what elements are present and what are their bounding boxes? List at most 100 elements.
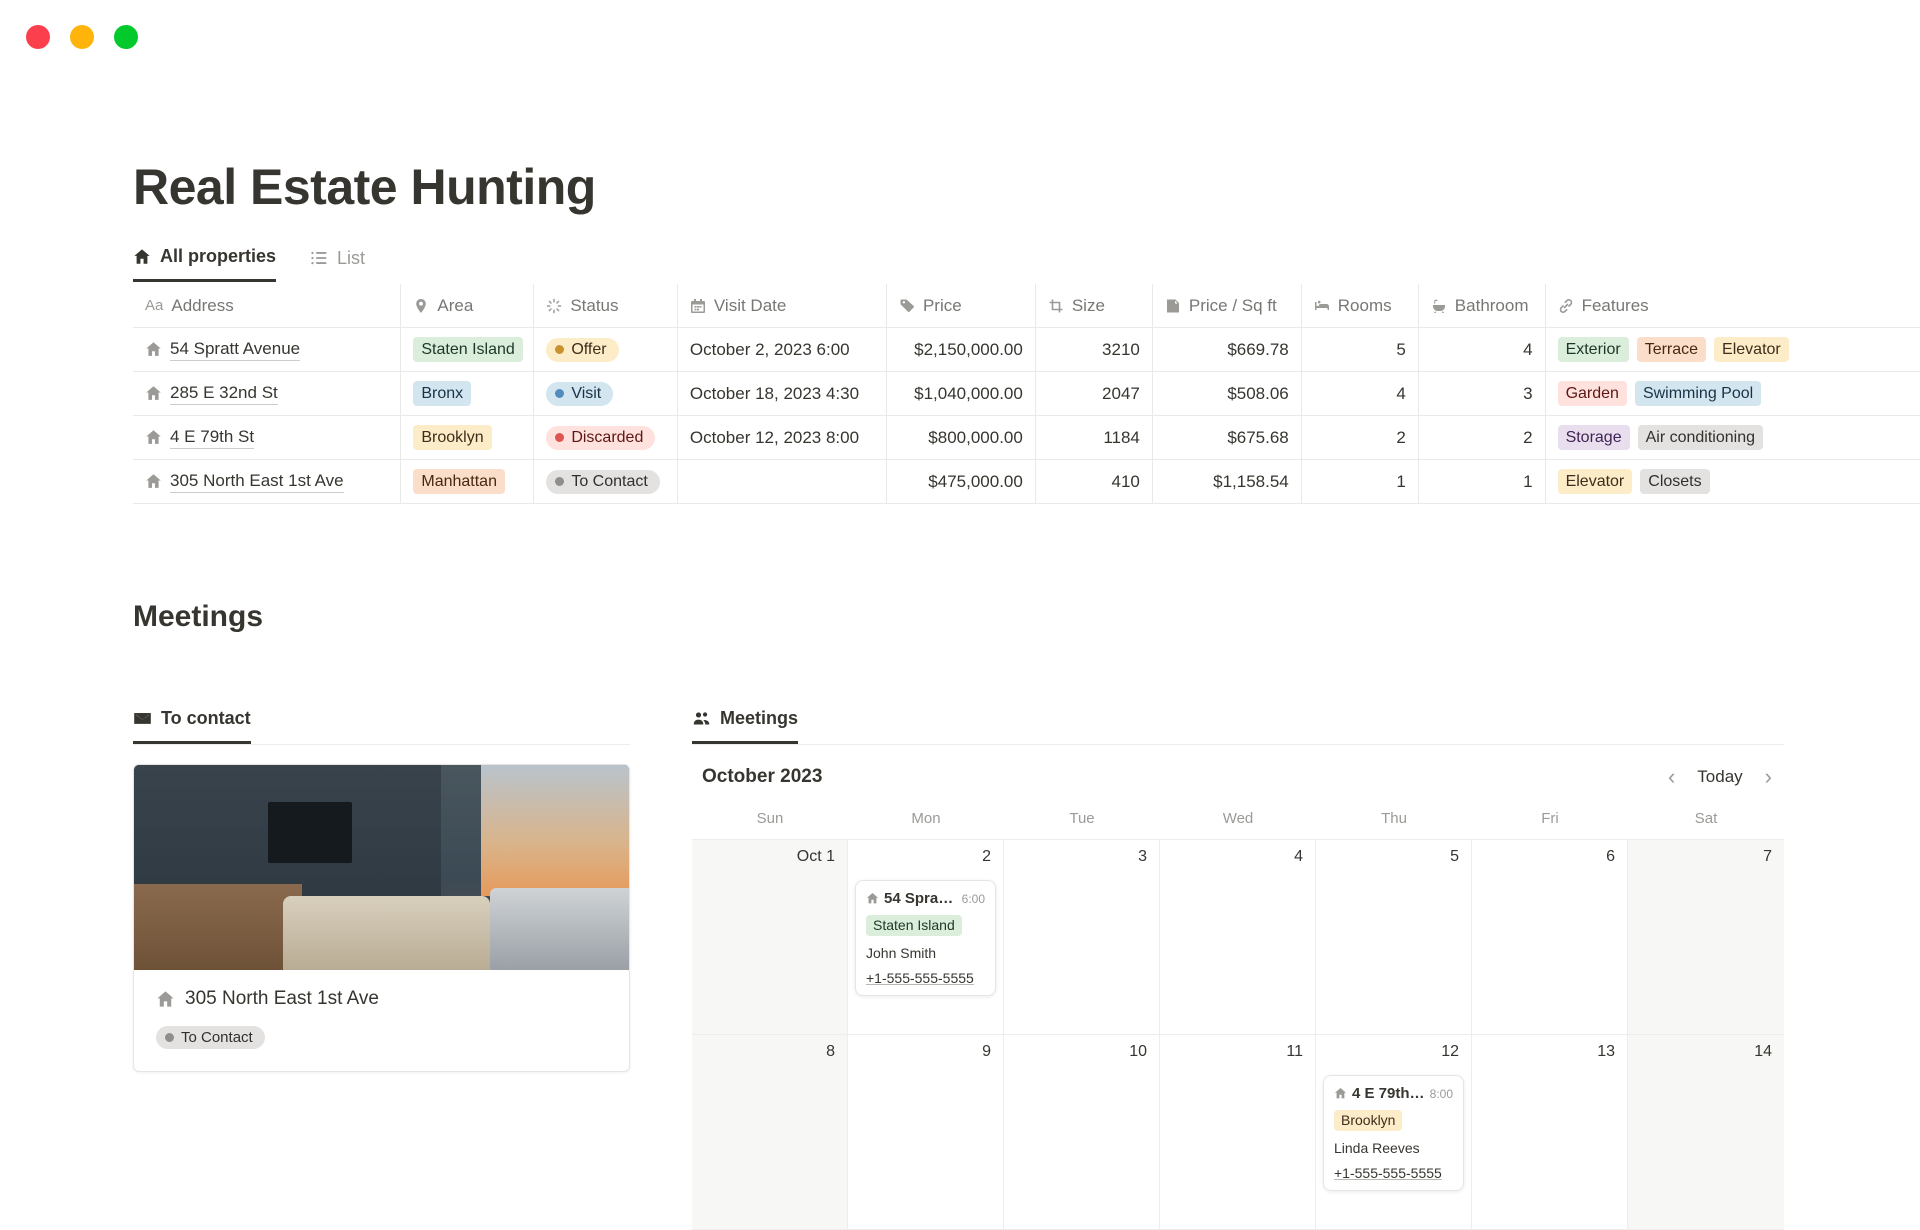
column-header-features[interactable]: Features: [1546, 284, 1920, 327]
chevron-left-icon[interactable]: ‹: [1667, 764, 1676, 789]
area-cell[interactable]: Bronx: [401, 372, 535, 415]
rooms-cell[interactable]: 4: [1302, 372, 1419, 415]
minimize-window-button[interactable]: [70, 25, 94, 49]
column-header-area[interactable]: Area: [401, 284, 535, 327]
calendar-day-cell[interactable]: 3: [1004, 840, 1160, 1034]
calendar-day-cell[interactable]: 2 54 Spratt Avenue 6:00 Staten Island Jo…: [848, 840, 1004, 1034]
column-header-visit-date[interactable]: Visit Date: [678, 284, 887, 327]
tab-to-contact[interactable]: To contact: [133, 708, 251, 744]
bathroom-cell[interactable]: 2: [1419, 416, 1546, 459]
column-header-price-per-sqft[interactable]: Price / Sq ft: [1153, 284, 1302, 327]
property-card[interactable]: 305 North East 1st Ave To Contact: [133, 764, 630, 1072]
to-contact-panel: To contact 305 North East 1st Ave To Con…: [133, 678, 630, 1230]
calendar-day-cell[interactable]: 5: [1316, 840, 1472, 1034]
rooms-cell[interactable]: 2: [1302, 416, 1419, 459]
column-header-size[interactable]: Size: [1036, 284, 1153, 327]
calendar-event-card[interactable]: 54 Spratt Avenue 6:00 Staten Island John…: [855, 880, 996, 996]
price-cell[interactable]: $800,000.00: [887, 416, 1036, 459]
size-cell[interactable]: 3210: [1036, 328, 1153, 371]
price-per-sqft-cell[interactable]: $1,158.54: [1153, 460, 1302, 503]
chevron-right-icon[interactable]: ›: [1764, 764, 1772, 789]
status-cell[interactable]: Offer: [534, 328, 678, 371]
address-cell[interactable]: 54 Spratt Avenue: [133, 328, 402, 371]
column-header-rooms[interactable]: Rooms: [1302, 284, 1419, 327]
calendar-day-cell[interactable]: 7: [1628, 840, 1784, 1034]
visit-date-cell[interactable]: October 18, 2023 4:30: [678, 372, 887, 415]
rooms-cell[interactable]: 5: [1302, 328, 1419, 371]
calendar-tabs: Meetings: [692, 708, 1784, 744]
area-tag: Brooklyn: [413, 424, 492, 451]
calendar-day-cell[interactable]: 14: [1628, 1035, 1784, 1229]
price-per-sqft-cell[interactable]: $669.78: [1153, 328, 1302, 371]
weekday-label: Sun: [756, 810, 784, 827]
column-header-address[interactable]: Aa Address: [133, 284, 402, 327]
status-cell[interactable]: Discarded: [534, 416, 678, 459]
tab-label: Meetings: [720, 708, 799, 728]
price-per-sqft-cell[interactable]: $508.06: [1153, 372, 1302, 415]
bathroom-cell[interactable]: 4: [1419, 328, 1546, 371]
event-phone-link[interactable]: +1-555-555-5555: [866, 969, 974, 986]
address-cell[interactable]: 285 E 32nd St: [133, 372, 402, 415]
close-window-button[interactable]: [26, 25, 50, 49]
house-icon: [1334, 1087, 1347, 1100]
price-cell[interactable]: $475,000.00: [887, 460, 1036, 503]
calendar-day-cell[interactable]: 13: [1472, 1035, 1628, 1229]
visit-date-cell[interactable]: October 12, 2023 8:00: [678, 416, 887, 459]
area-cell[interactable]: Staten Island: [401, 328, 535, 371]
visit-date-cell[interactable]: October 2, 2023 6:00: [678, 328, 887, 371]
calendar-day-cell[interactable]: 11: [1160, 1035, 1316, 1229]
status-cell[interactable]: To Contact: [534, 460, 678, 503]
event-phone-link[interactable]: +1-555-555-5555: [1334, 1164, 1442, 1181]
column-header-status[interactable]: Status: [534, 284, 678, 327]
status-pill: Offer: [546, 337, 619, 362]
tab-label: List: [337, 247, 366, 268]
price-per-sqft-cell[interactable]: $675.68: [1153, 416, 1302, 459]
calendar-day-cell[interactable]: 6: [1472, 840, 1628, 1034]
tab-list[interactable]: List: [310, 246, 365, 282]
features-cell[interactable]: Storage Air conditioning: [1546, 416, 1920, 459]
calendar-day-cell[interactable]: Oct 1: [692, 840, 848, 1034]
tab-all-properties[interactable]: All properties: [133, 246, 277, 282]
area-cell[interactable]: Brooklyn: [401, 416, 535, 459]
meetings-heading: Meetings: [133, 600, 264, 633]
feature-tag: Exterior: [1557, 336, 1629, 363]
calendar-day-cell[interactable]: 9: [848, 1035, 1004, 1229]
properties-view-tabs: All properties List: [133, 246, 1920, 282]
calendar-event-card[interactable]: 4 E 79th St 8:00 Brooklyn Linda Reeves +…: [1323, 1075, 1464, 1191]
price-cell[interactable]: $1,040,000.00: [887, 372, 1036, 415]
text-icon: Aa: [145, 297, 164, 314]
house-icon: [145, 341, 162, 358]
visit-date-cell[interactable]: [678, 460, 887, 503]
feature-tag: Closets: [1640, 468, 1710, 495]
size-cell[interactable]: 410: [1036, 460, 1153, 503]
status-cell[interactable]: Visit: [534, 372, 678, 415]
feature-tag: Swimming Pool: [1634, 380, 1762, 407]
bathroom-cell[interactable]: 1: [1419, 460, 1546, 503]
formula-icon: [1165, 298, 1181, 314]
area-cell[interactable]: Manhattan: [401, 460, 535, 503]
calendar-day-cell[interactable]: 10: [1004, 1035, 1160, 1229]
bathroom-cell[interactable]: 3: [1419, 372, 1546, 415]
today-button[interactable]: Today: [1697, 767, 1743, 786]
size-cell[interactable]: 2047: [1036, 372, 1153, 415]
column-header-bathroom[interactable]: Bathroom: [1419, 284, 1546, 327]
calendar-day-cell[interactable]: 4: [1160, 840, 1316, 1034]
features-cell[interactable]: Elevator Closets: [1546, 460, 1920, 503]
features-cell[interactable]: Exterior Terrace Elevator: [1546, 328, 1920, 371]
calendar-day-cell[interactable]: 12 4 E 79th St 8:00 Brooklyn Linda Reeve…: [1316, 1035, 1472, 1229]
meetings-calendar-panel: Meetings October 2023 ‹ Today › Sun Mon …: [692, 678, 1784, 1230]
address-cell[interactable]: 4 E 79th St: [133, 416, 402, 459]
address-cell[interactable]: 305 North East 1st Ave: [133, 460, 402, 503]
features-cell[interactable]: Garden Swimming Pool: [1546, 372, 1920, 415]
calendar-icon: [690, 298, 706, 314]
rooms-cell[interactable]: 1: [1302, 460, 1419, 503]
size-cell[interactable]: 1184: [1036, 416, 1153, 459]
column-header-price[interactable]: Price: [887, 284, 1036, 327]
calendar-day-cell[interactable]: 8: [692, 1035, 848, 1229]
tab-meetings[interactable]: Meetings: [692, 708, 799, 744]
price-cell[interactable]: $2,150,000.00: [887, 328, 1036, 371]
event-area-tag: Staten Island: [866, 915, 962, 936]
zoom-window-button[interactable]: [114, 25, 138, 49]
status-pill: Discarded: [546, 425, 656, 450]
properties-table: Aa Address Area Status Visit Date: [133, 284, 1920, 504]
